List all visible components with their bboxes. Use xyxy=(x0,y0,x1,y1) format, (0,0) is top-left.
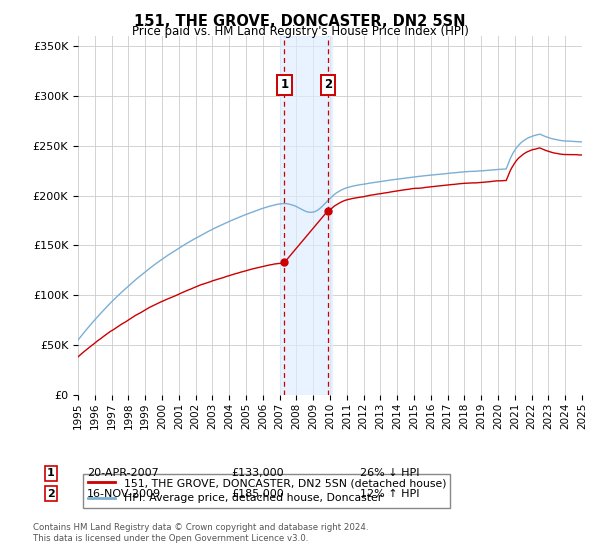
Text: 16-NOV-2009: 16-NOV-2009 xyxy=(87,489,161,499)
Text: 1: 1 xyxy=(280,78,289,91)
Text: 1: 1 xyxy=(47,468,55,478)
Text: Price paid vs. HM Land Registry's House Price Index (HPI): Price paid vs. HM Land Registry's House … xyxy=(131,25,469,38)
Bar xyxy=(280,36,332,395)
Text: £185,000: £185,000 xyxy=(231,489,284,499)
Text: 2: 2 xyxy=(47,489,55,499)
Text: 26% ↓ HPI: 26% ↓ HPI xyxy=(360,468,419,478)
Text: 20-APR-2007: 20-APR-2007 xyxy=(87,468,159,478)
Text: 2: 2 xyxy=(324,78,332,91)
Text: 151, THE GROVE, DONCASTER, DN2 5SN: 151, THE GROVE, DONCASTER, DN2 5SN xyxy=(134,14,466,29)
Text: This data is licensed under the Open Government Licence v3.0.: This data is licensed under the Open Gov… xyxy=(33,534,308,543)
Text: Contains HM Land Registry data © Crown copyright and database right 2024.: Contains HM Land Registry data © Crown c… xyxy=(33,523,368,532)
Legend: 151, THE GROVE, DONCASTER, DN2 5SN (detached house), HPI: Average price, detache: 151, THE GROVE, DONCASTER, DN2 5SN (deta… xyxy=(83,474,451,508)
Text: 12% ↑ HPI: 12% ↑ HPI xyxy=(360,489,419,499)
Text: £133,000: £133,000 xyxy=(231,468,284,478)
